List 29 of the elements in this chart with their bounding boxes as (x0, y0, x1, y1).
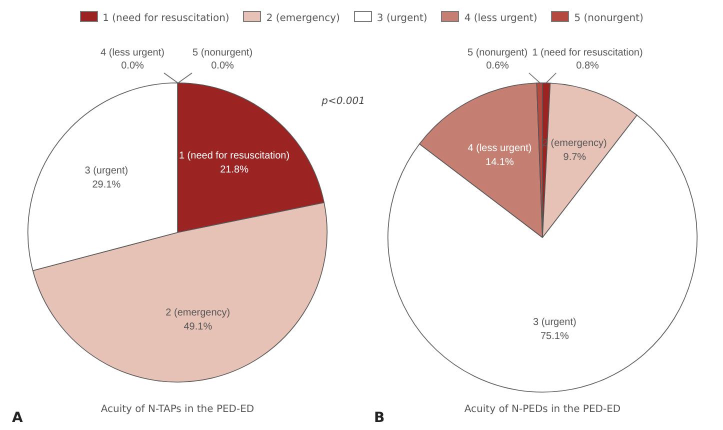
slice-label: 1 (need for resuscitation) (532, 48, 643, 59)
slice-label: 3 (urgent) (84, 165, 128, 176)
data-label: 29.1% (92, 179, 121, 190)
legend-label: 2 (emergency) (265, 12, 340, 24)
text: 0.0% (211, 60, 234, 72)
text: Acuity of N-PEDs in the PED-ED (464, 404, 621, 415)
slice-label: 3 (urgent) (532, 317, 576, 328)
data-label: 0.8% (576, 60, 600, 72)
data-label: 9.7% (563, 152, 586, 164)
text: Acuity of N-TAPs in the PED-ED (100, 404, 254, 415)
data-label: 21.8% (220, 164, 249, 176)
text: p<0.001 (322, 96, 365, 107)
slice-label: 1 (need for resuscitation) (178, 150, 290, 162)
data-label: 14.1% (486, 156, 514, 168)
legend-label: 1 (need for resuscitation) (102, 12, 230, 24)
data-label: 75.1% (540, 331, 569, 342)
slice-label: 4 (less urgent) (468, 142, 532, 154)
data-label: 49.1% (184, 322, 212, 333)
slice-label: 5 (nonurgent) (467, 48, 528, 59)
data-label: 0.6% (486, 60, 510, 72)
text: A (12, 410, 23, 426)
category-label: 5 (nonurgent) (192, 48, 253, 59)
legend-label: 5 (nonurgent) (573, 12, 644, 24)
category-label: 4 (less urgent) (100, 48, 164, 59)
category-label: 3 (urgent) (376, 13, 428, 24)
text: 0.0% (121, 60, 144, 72)
text: B (374, 410, 385, 426)
legend-label: 4 (less urgent) (463, 12, 538, 24)
slice-label: 2 (emergency) (166, 308, 230, 319)
